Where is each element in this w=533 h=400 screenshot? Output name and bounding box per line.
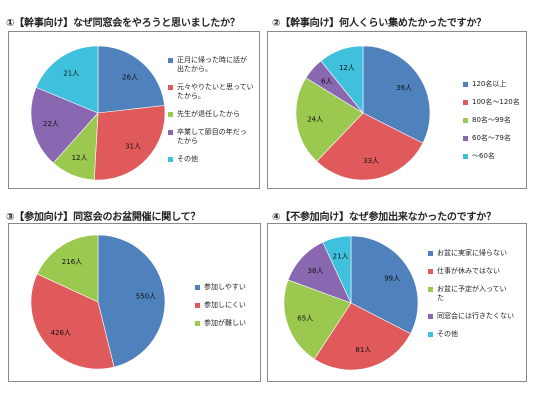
chart-2-data-label-1: 36人 xyxy=(396,84,412,92)
chart-1-slice-1 xyxy=(97,45,165,114)
chart-2-slice-2 xyxy=(316,112,424,181)
chart-1-legend-item-5: その他 xyxy=(168,155,260,164)
chart-1-legend-label-5: その他 xyxy=(177,155,198,163)
chart-1-data-label-5: 21人 xyxy=(63,69,79,77)
chart-2-legend-item-1: 120名以上 xyxy=(463,80,531,89)
chart-4-data-label-2: 81人 xyxy=(355,346,371,354)
chart-2-pie: 36人 33人 24人 6人 12人 xyxy=(295,45,431,181)
chart-1-title: ①【幹事向け】なぜ同窓会をやろうと思いましたか？ xyxy=(6,18,240,29)
chart-3-data-label-1: 550人 xyxy=(136,293,156,301)
chart-2-legend-item-2: 100名〜120名 xyxy=(463,98,531,107)
chart-2-legend-swatch-1 xyxy=(463,82,468,87)
chart-1-slice-5 xyxy=(35,45,99,114)
chart-3-legend-swatch-1 xyxy=(195,285,200,290)
chart-4-legend-swatch-5 xyxy=(428,332,433,337)
chart-1-legend-swatch-4 xyxy=(168,130,173,135)
chart-3-legend-item-1: 参加しやすい xyxy=(195,283,259,292)
chart-3-legend-swatch-3 xyxy=(195,321,200,326)
chart-1-data-label-3: 12人 xyxy=(72,154,88,162)
chart-4-legend-item-3: お盆に予定が入ってい た xyxy=(428,285,528,303)
chart-4-legend-item-5: その他 xyxy=(428,330,528,339)
chart-1-legend-swatch-2 xyxy=(168,85,173,90)
chart-2-legend-label-2: 100名〜120名 xyxy=(472,98,520,106)
chart-4-slice-5 xyxy=(322,235,352,304)
chart-4-legend-label-3: お盆に予定が入ってい た xyxy=(437,285,507,302)
chart-3-legend-swatch-2 xyxy=(195,303,200,308)
chart-3-legend-label-3: 参加が難しい xyxy=(204,319,246,327)
chart-2-legend-swatch-5 xyxy=(463,154,468,159)
chart-1-data-label-4: 22人 xyxy=(43,120,59,128)
chart-2-title: ②【幹事向け】何人くらい集めたかったですか？ xyxy=(272,18,487,29)
chart-1-slice-2 xyxy=(93,105,166,181)
chart-1-legend-label-1: 正月に帰った時に話が 出たから。 xyxy=(177,56,247,73)
chart-2-slice-3 xyxy=(295,77,364,162)
chart-2-legend-item-3: 80名〜99名 xyxy=(463,116,531,125)
chart-1-data-label-1: 26人 xyxy=(122,74,138,82)
chart-4-pie: 99人 81人 65人 38人 21人 xyxy=(283,235,419,371)
chart-4-slice-1 xyxy=(350,235,419,335)
chart-4-legend-label-5: その他 xyxy=(437,330,458,338)
chart-1-legend-label-3: 先生が退任したから xyxy=(177,110,240,118)
chart-1-legend-item-2: 元々やりたいと思ってい たから。 xyxy=(168,83,260,101)
chart-3-legend-item-3: 参加が難しい xyxy=(195,319,259,328)
chart-1-legend-swatch-3 xyxy=(168,112,173,117)
chart-1-legend-swatch-5 xyxy=(168,157,173,162)
chart-2-slice-5 xyxy=(320,45,364,114)
chart-3-slice-1 xyxy=(97,234,166,368)
chart-1-legend-label-2: 元々やりたいと思ってい たから。 xyxy=(177,83,254,100)
chart-1-legend-item-3: 先生が退任したから xyxy=(168,110,260,119)
chart-4-slice-3 xyxy=(283,279,352,360)
chart-2-slice-1 xyxy=(362,45,431,144)
chart-2-legend-swatch-2 xyxy=(463,100,468,105)
chart-2-legend-label-1: 120名以上 xyxy=(472,80,507,88)
chart-4-slice-2 xyxy=(313,302,411,371)
chart-3-data-label-2: 426人 xyxy=(51,329,71,337)
chart-2-legend-swatch-3 xyxy=(463,118,468,123)
chart-1-pie: 26人 31人 12人 22人 21人 xyxy=(30,45,166,181)
chart-3-legend-label-2: 参加しにくい xyxy=(204,301,246,309)
chart-3-slice-2 xyxy=(30,273,115,370)
chart-3-data-label-3: 216人 xyxy=(62,258,82,266)
chart-3-title: ③【参加向け】同窓会のお盆開催に関して？ xyxy=(6,212,201,223)
chart-2-legend-label-4: 60名〜79名 xyxy=(472,134,511,142)
chart-3-slice-3 xyxy=(36,234,99,303)
chart-2-legend-label-3: 80名〜99名 xyxy=(472,116,511,124)
chart-1-legend-item-1: 正月に帰った時に話が 出たから。 xyxy=(168,56,260,74)
chart-2-legend-label-5: 〜60名 xyxy=(472,152,495,160)
chart-1-legend-label-4: 卒業して節目の年だっ たから xyxy=(177,128,247,145)
chart-4-data-label-5: 21人 xyxy=(333,252,349,260)
chart-4-legend-label-2: 仕事が休みではない xyxy=(437,267,500,275)
chart-4-legend-label-1: お盆に実家に帰らない xyxy=(437,249,507,257)
chart-2-legend: 120名以上 100名〜120名 80名〜99名 60名〜79名 〜60名 xyxy=(463,80,531,170)
chart-4-data-label-3: 65人 xyxy=(297,315,313,323)
chart-2-legend-swatch-4 xyxy=(463,136,468,141)
chart-4-legend-item-4: 同窓会には行きたくない xyxy=(428,312,528,321)
chart-4-legend-label-4: 同窓会には行きたくない xyxy=(437,312,514,320)
chart-4-legend-swatch-4 xyxy=(428,314,433,319)
chart-2-legend-item-5: 〜60名 xyxy=(463,152,531,161)
chart-2-data-label-2: 33人 xyxy=(363,157,379,165)
chart-3-pie: 550人 426人 216人 xyxy=(30,234,166,370)
chart-1-data-label-2: 31人 xyxy=(125,143,141,151)
chart-2-data-label-5: 12人 xyxy=(339,64,355,72)
chart-1-legend-item-4: 卒業して節目の年だっ たから xyxy=(168,128,260,146)
chart-3-legend: 参加しやすい 参加しにくい 参加が難しい xyxy=(195,283,259,337)
chart-4-legend-swatch-2 xyxy=(428,269,433,274)
chart-4-data-label-1: 99人 xyxy=(384,274,400,282)
chart-1-legend-swatch-1 xyxy=(168,58,173,63)
chart-4-title: ④【不参加向け】なぜ参加出来なかったのですか？ xyxy=(272,212,496,223)
chart-2-legend-item-4: 60名〜79名 xyxy=(463,134,531,143)
chart-3-legend-label-1: 参加しやすい xyxy=(204,283,246,291)
chart-4-legend: お盆に実家に帰らない 仕事が休みではないお盆に予定が入ってい た同窓会には行きたく… xyxy=(428,249,528,348)
chart-4-legend-swatch-1 xyxy=(428,251,433,256)
chart-4-legend-item-2: 仕事が休みではない xyxy=(428,267,528,276)
chart-4-legend-swatch-3 xyxy=(428,287,433,292)
chart-4-legend-item-1: お盆に実家に帰らない xyxy=(428,249,528,258)
chart-2-data-label-3: 24人 xyxy=(307,116,323,124)
chart-1-legend: 正月に帰った時に話が 出たから。 元々やりたいと思ってい たから。先生が退任したか… xyxy=(168,56,260,173)
chart-4-data-label-4: 38人 xyxy=(308,267,324,275)
chart-2-data-label-4: 6人 xyxy=(321,78,332,86)
chart-3-legend-item-2: 参加しにくい xyxy=(195,301,259,310)
